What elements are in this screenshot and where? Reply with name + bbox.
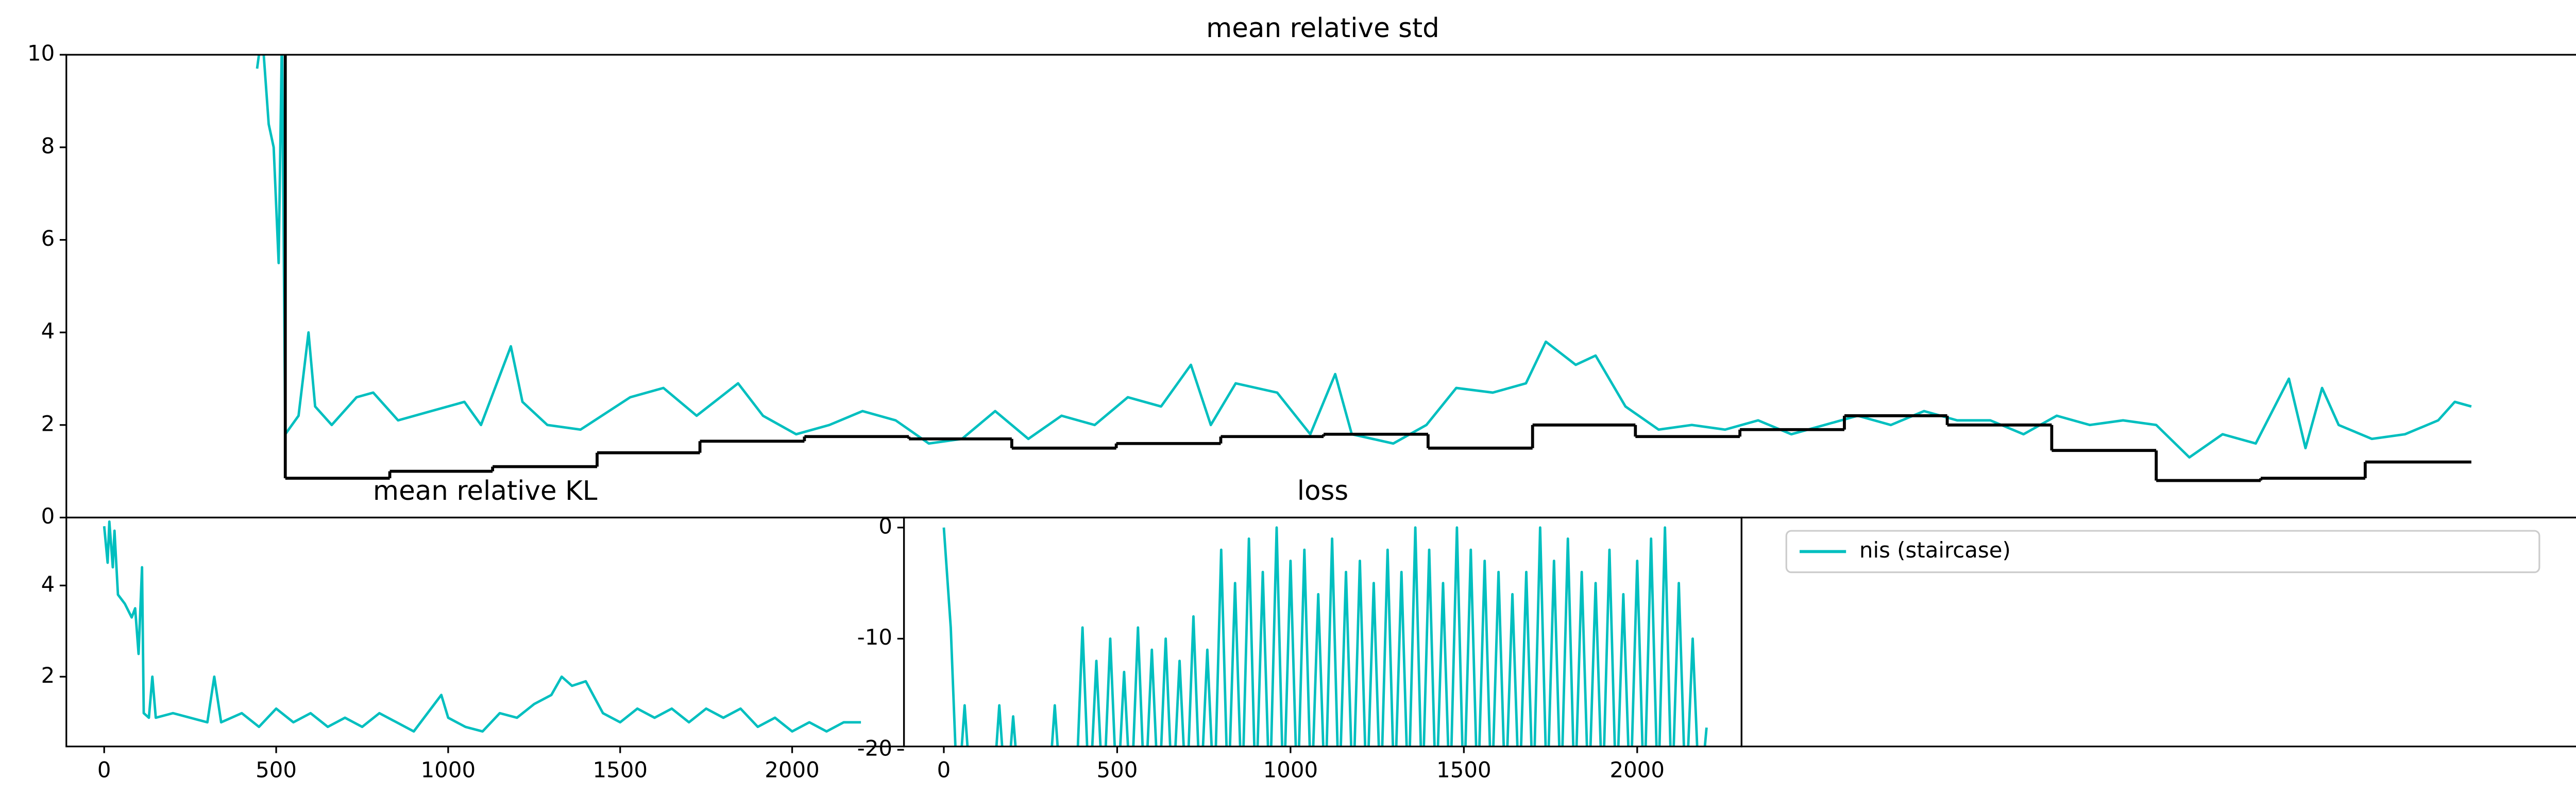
chart-title: mean relative KL <box>373 476 598 507</box>
y-tick-label: 0 <box>878 513 892 538</box>
x-tick-label: 1500 <box>592 757 648 782</box>
x-tick-label: 2000 <box>765 757 820 782</box>
y-tick-label: 2 <box>41 663 55 688</box>
x-tick-label: 1500 <box>1436 757 1492 782</box>
x-tick-label: 500 <box>256 757 297 782</box>
legend-label: nis (staircase) <box>1859 537 2011 563</box>
x-tick-label: 1000 <box>421 757 476 782</box>
y-tick-label: 10 <box>27 41 55 66</box>
x-tick-label: 500 <box>1096 757 1138 782</box>
x-tick-label: 0 <box>97 757 111 782</box>
line-series <box>103 520 861 733</box>
x-tick-label: 2000 <box>1610 757 1665 782</box>
line-series <box>256 55 2472 459</box>
x-tick-label: 1000 <box>1263 757 1318 782</box>
y-tick-label: -10 <box>857 625 892 650</box>
line-series <box>942 526 1708 747</box>
y-tick-label: 0 <box>41 503 55 529</box>
x-tick-label: 0 <box>937 757 951 782</box>
y-tick-label: -20 <box>857 736 892 761</box>
y-tick-label: 8 <box>41 133 55 158</box>
y-tick-label: 2 <box>41 411 55 436</box>
legend-box <box>1785 530 2540 573</box>
y-tick-label: 6 <box>41 226 55 251</box>
axes-frame <box>903 516 1742 748</box>
y-tick-label: 4 <box>41 571 55 597</box>
chart-title: mean relative std <box>1206 13 1439 44</box>
y-tick-label: 4 <box>41 318 55 344</box>
chart-title: loss <box>1297 476 1348 507</box>
